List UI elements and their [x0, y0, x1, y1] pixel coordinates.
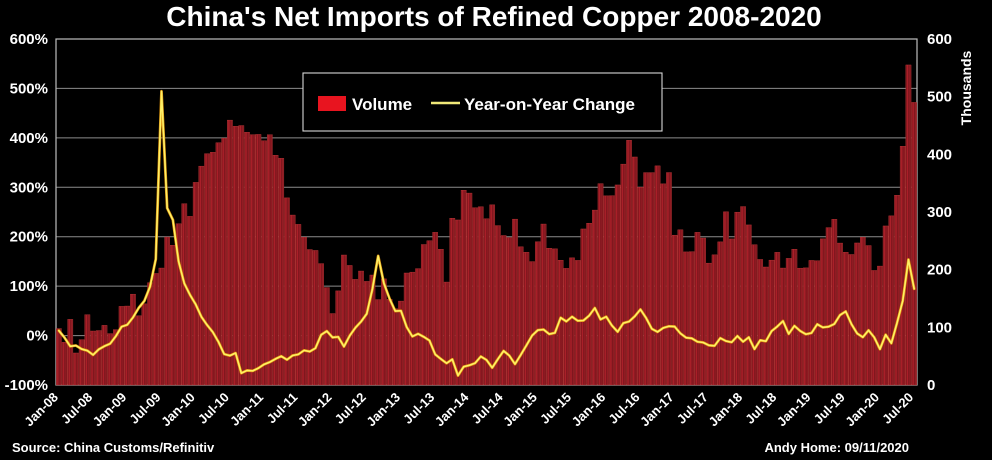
svg-text:300: 300 — [927, 204, 952, 221]
svg-text:0: 0 — [927, 377, 935, 394]
svg-text:100: 100 — [927, 319, 952, 336]
svg-text:-100%: -100% — [5, 377, 48, 394]
svg-text:China's Net Imports of Refined: China's Net Imports of Refined Copper 20… — [166, 1, 821, 32]
svg-text:Thousands: Thousands — [958, 50, 974, 125]
svg-text:100%: 100% — [10, 278, 48, 295]
svg-text:500%: 500% — [10, 80, 48, 97]
svg-text:0%: 0% — [26, 328, 48, 345]
svg-text:400: 400 — [927, 146, 952, 163]
svg-text:600: 600 — [927, 31, 952, 48]
svg-text:400%: 400% — [10, 130, 48, 147]
svg-text:600%: 600% — [10, 31, 48, 48]
svg-text:Source: China Customs/Refiniti: Source: China Customs/Refinitiv — [12, 440, 215, 455]
svg-text:Volume: Volume — [352, 95, 412, 114]
svg-text:200: 200 — [927, 262, 952, 279]
svg-text:300%: 300% — [10, 179, 48, 196]
svg-text:Year-on-Year Change: Year-on-Year Change — [464, 95, 635, 114]
svg-text:Andy Home: 09/11/2020: Andy Home: 09/11/2020 — [764, 440, 909, 455]
svg-text:500: 500 — [927, 89, 952, 106]
svg-text:200%: 200% — [10, 229, 48, 246]
